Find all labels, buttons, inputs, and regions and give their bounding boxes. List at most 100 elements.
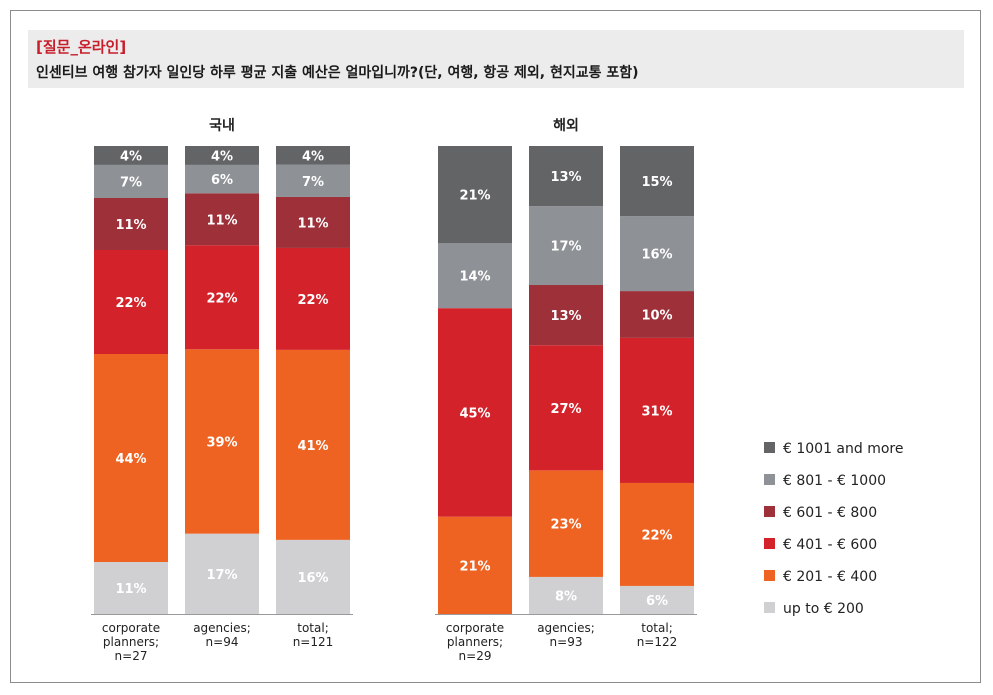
legend-label-5: € 201 - € 400 — [783, 569, 877, 585]
category-label-c1-b3-line1: total; — [297, 621, 328, 635]
chart-title-1: 국내 — [209, 118, 235, 134]
bar-segment-c1-b3-s6 — [276, 146, 350, 165]
data-label-c1-b2-s3: 22% — [206, 291, 237, 306]
category-label-c1-b1-line1: corporate — [102, 621, 160, 635]
legend-label-4: € 401 - € 600 — [783, 537, 877, 553]
bar-segment-c1-b1-s2 — [94, 354, 168, 562]
data-label-c1-b3-s5: 7% — [302, 175, 324, 190]
bar-segment-c1-b2-s4 — [185, 193, 259, 246]
bar-segment-c2-b2-s6 — [529, 146, 603, 207]
data-label-c1-b3-s3: 22% — [297, 293, 328, 308]
data-label-c1-b2-s5: 6% — [211, 173, 233, 188]
data-label-c2-b3-s4: 10% — [641, 308, 672, 323]
bar-segment-c2-b2-s3 — [529, 345, 603, 471]
bar-segment-c1-b3-s4 — [276, 196, 350, 248]
bar-segment-c1-b3-s3 — [276, 247, 350, 350]
category-label-c2-b3-line1: total; — [641, 621, 672, 635]
question-tag: [질문_온라인] — [36, 38, 127, 56]
bar-segment-c2-b1-s3 — [438, 308, 512, 517]
data-label-c1-b1-s4: 11% — [115, 218, 146, 233]
legend-swatch-5 — [764, 570, 775, 581]
data-label-c2-b1-s3: 45% — [459, 406, 490, 421]
bar-segment-c2-b3-s5 — [620, 216, 694, 292]
category-label-c1-b1-line3: n=27 — [115, 649, 148, 663]
bar-segment-c2-b3-s6 — [620, 146, 694, 217]
legend-swatch-2 — [764, 474, 775, 485]
data-label-c2-b3-s5: 16% — [641, 248, 672, 263]
legend-swatch-3 — [764, 506, 775, 517]
category-label-c1-b2-line2: n=94 — [206, 635, 239, 649]
category-label-c2-b1-line3: n=29 — [459, 649, 492, 663]
data-label-c2-b1-s5: 14% — [459, 270, 490, 285]
category-label-c2-b2-line1: agencies; — [537, 621, 595, 635]
bar-segment-c1-b1-s1 — [94, 562, 168, 614]
data-label-c1-b1-s5: 7% — [120, 175, 142, 190]
data-label-c2-b2-s4: 13% — [550, 309, 581, 324]
bar-segment-c1-b1-s5 — [94, 164, 168, 198]
category-label-c1-b2-line1: agencies; — [193, 621, 251, 635]
bar-segment-c2-b1-s5 — [438, 243, 512, 309]
data-label-c1-b1-s6: 4% — [120, 149, 142, 164]
legend-swatch-6 — [764, 602, 775, 613]
category-label-c2-b1-line1: corporate — [446, 621, 504, 635]
bar-segment-c2-b3-s2 — [620, 482, 694, 586]
bar-segment-c1-b1-s6 — [94, 146, 168, 165]
data-label-c1-b2-s2: 39% — [206, 435, 237, 450]
bar-segment-c1-b2-s6 — [185, 146, 259, 165]
bar-segment-c1-b2-s1 — [185, 533, 259, 614]
legend-label-6: up to € 200 — [783, 601, 864, 617]
data-label-c1-b3-s6: 4% — [302, 149, 324, 164]
bar-segment-c2-b1-s2 — [438, 516, 512, 614]
data-label-c2-b2-s5: 17% — [550, 240, 581, 255]
bar-segment-c1-b3-s5 — [276, 164, 350, 197]
bar-segment-c2-b2-s5 — [529, 206, 603, 286]
legend-label-1: € 1001 and more — [783, 441, 904, 457]
data-label-c1-b3-s1: 16% — [297, 571, 328, 586]
bar-segment-c2-b3-s3 — [620, 337, 694, 483]
bar-segment-c2-b1-s6 — [438, 146, 512, 244]
data-label-c1-b2-s1: 17% — [206, 568, 237, 583]
data-label-c2-b3-s6: 15% — [641, 175, 672, 190]
data-label-c2-b2-s3: 27% — [550, 402, 581, 417]
bar-segment-c1-b1-s3 — [94, 250, 168, 354]
bar-segment-c1-b3-s2 — [276, 349, 350, 540]
data-label-c1-b2-s6: 4% — [211, 149, 233, 164]
data-label-c1-b3-s2: 41% — [297, 439, 328, 454]
bar-segment-c2-b2-s4 — [529, 285, 603, 346]
category-label-c2-b2-line2: n=93 — [550, 635, 583, 649]
bar-segment-c1-b1-s4 — [94, 198, 168, 250]
bar-segment-c2-b3-s1 — [620, 585, 694, 614]
legend-swatch-1 — [764, 442, 775, 453]
data-label-c2-b2-s6: 13% — [550, 170, 581, 185]
data-label-c2-b3-s2: 22% — [641, 528, 672, 543]
data-label-c2-b2-s1: 8% — [555, 589, 577, 604]
data-label-c1-b1-s2: 44% — [115, 452, 146, 467]
bar-segment-c1-b2-s3 — [185, 245, 259, 350]
data-label-c1-b1-s3: 22% — [115, 296, 146, 311]
data-label-c2-b3-s1: 6% — [646, 594, 668, 609]
data-label-c2-b2-s2: 23% — [550, 518, 581, 533]
data-label-c1-b1-s1: 11% — [115, 582, 146, 597]
bar-segment-c2-b3-s4 — [620, 291, 694, 338]
data-label-c2-b1-s2: 21% — [459, 559, 490, 574]
legend-label-2: € 801 - € 1000 — [783, 473, 886, 489]
data-label-c1-b3-s4: 11% — [297, 216, 328, 231]
category-label-c2-b1-line2: planners; — [447, 635, 503, 649]
question-header: [질문_온라인] 인센티브 여행 참가자 일인당 하루 평균 지출 예산은 얼마… — [28, 30, 964, 88]
bar-segment-c1-b3-s1 — [276, 539, 350, 614]
category-label-c2-b3-line2: n=122 — [637, 635, 678, 649]
data-label-c1-b2-s4: 11% — [206, 213, 237, 228]
bar-segment-c2-b2-s2 — [529, 470, 603, 577]
bar-segment-c1-b2-s2 — [185, 349, 259, 534]
category-label-c1-b1-line2: planners; — [103, 635, 159, 649]
chart-title-2: 해외 — [553, 117, 579, 134]
legend-label-3: € 601 - € 800 — [783, 505, 877, 521]
bar-segment-c2-b2-s1 — [529, 576, 603, 614]
data-label-c2-b3-s3: 31% — [641, 404, 672, 419]
bar-segment-c1-b2-s5 — [185, 164, 259, 194]
question-text: 인센티브 여행 참가자 일인당 하루 평균 지출 예산은 얼마입니까?(단, 여… — [36, 65, 639, 81]
data-label-c2-b1-s6: 21% — [459, 189, 490, 204]
category-label-c1-b3-line2: n=121 — [293, 635, 334, 649]
legend-swatch-4 — [764, 538, 775, 549]
